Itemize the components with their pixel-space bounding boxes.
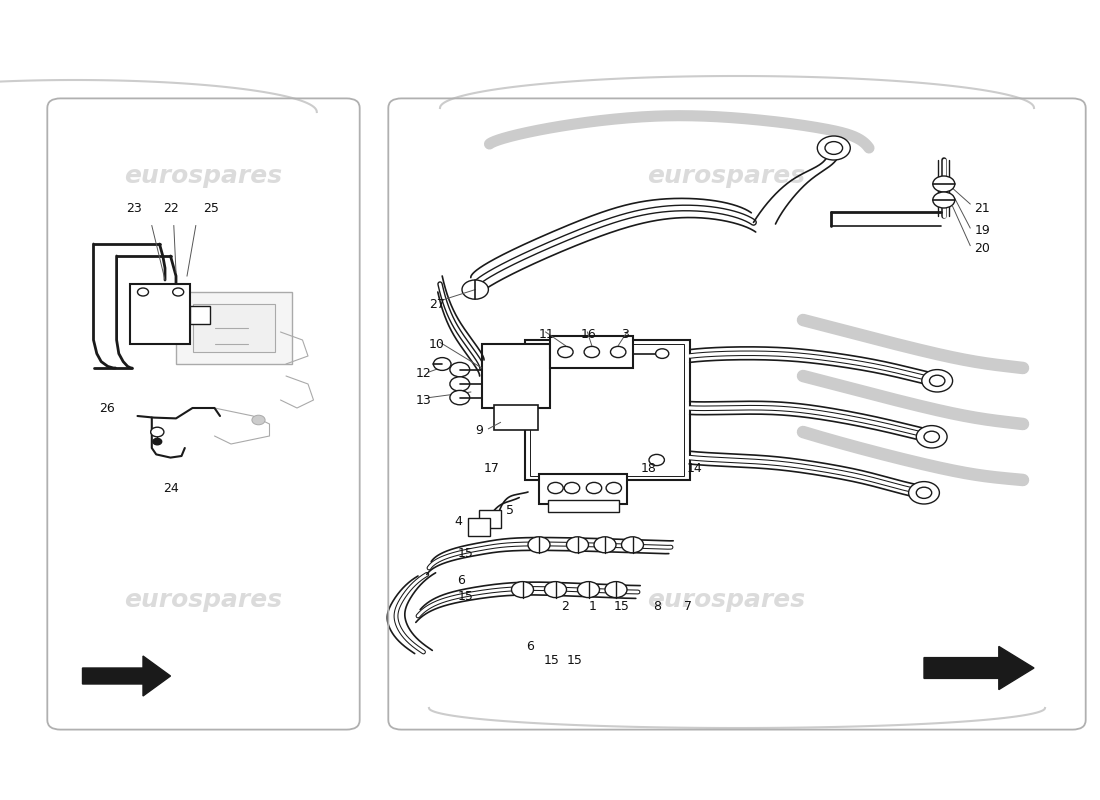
Bar — [130, 284, 190, 344]
Circle shape — [252, 415, 265, 425]
Circle shape — [916, 426, 947, 448]
Circle shape — [930, 375, 945, 386]
Text: 6: 6 — [458, 574, 465, 587]
Circle shape — [138, 288, 148, 296]
Text: 5: 5 — [506, 504, 514, 517]
Circle shape — [606, 482, 621, 494]
Text: eurospares: eurospares — [647, 588, 805, 612]
Circle shape — [594, 537, 616, 553]
Circle shape — [153, 438, 162, 445]
Bar — [530, 344, 684, 476]
Circle shape — [433, 358, 451, 370]
Circle shape — [610, 346, 626, 358]
Text: 3: 3 — [621, 328, 629, 341]
Circle shape — [649, 454, 664, 466]
Circle shape — [817, 136, 850, 160]
Bar — [525, 340, 690, 480]
Text: eurospares: eurospares — [124, 588, 283, 612]
Text: eurospares: eurospares — [647, 164, 805, 188]
Circle shape — [512, 582, 534, 598]
Text: 10: 10 — [429, 338, 444, 350]
Bar — [478, 510, 500, 528]
Text: 11: 11 — [539, 328, 554, 341]
Text: 1: 1 — [588, 600, 596, 613]
Circle shape — [462, 280, 488, 299]
Text: 24: 24 — [163, 482, 178, 494]
Polygon shape — [82, 656, 170, 696]
Text: 6: 6 — [526, 640, 534, 653]
Bar — [539, 474, 627, 504]
Circle shape — [558, 346, 573, 358]
Text: 17: 17 — [484, 462, 499, 474]
Text: 21: 21 — [975, 202, 990, 214]
Circle shape — [924, 431, 939, 442]
Circle shape — [922, 370, 953, 392]
Bar — [468, 518, 490, 536]
Circle shape — [933, 192, 955, 208]
Text: 25: 25 — [204, 202, 219, 214]
Circle shape — [450, 390, 470, 405]
Circle shape — [933, 176, 955, 192]
Text: 2: 2 — [561, 600, 569, 613]
Text: 19: 19 — [975, 224, 990, 237]
Text: 15: 15 — [566, 654, 582, 666]
Bar — [190, 306, 210, 324]
Circle shape — [450, 362, 470, 377]
Text: 13: 13 — [416, 394, 431, 406]
Text: 12: 12 — [416, 367, 431, 380]
Circle shape — [528, 537, 550, 553]
Text: 22: 22 — [163, 202, 178, 214]
Bar — [176, 292, 292, 364]
Text: 20: 20 — [975, 242, 990, 254]
Circle shape — [173, 288, 184, 296]
Text: 16: 16 — [581, 328, 596, 341]
Circle shape — [916, 487, 932, 498]
Text: 14: 14 — [686, 462, 702, 474]
Bar — [482, 344, 550, 408]
Circle shape — [566, 537, 588, 553]
Circle shape — [584, 346, 600, 358]
Text: 15: 15 — [458, 590, 473, 602]
Circle shape — [450, 377, 470, 391]
Circle shape — [151, 427, 164, 437]
Text: eurospares: eurospares — [124, 164, 283, 188]
Text: 15: 15 — [543, 654, 559, 666]
Text: 18: 18 — [640, 462, 656, 474]
Text: 15: 15 — [614, 600, 629, 613]
Text: 9: 9 — [475, 424, 483, 437]
Circle shape — [656, 349, 669, 358]
Text: 23: 23 — [126, 202, 142, 214]
Circle shape — [605, 582, 627, 598]
Text: 26: 26 — [99, 402, 114, 414]
Text: 8: 8 — [653, 600, 661, 613]
Bar — [550, 336, 632, 368]
Polygon shape — [924, 646, 1034, 690]
Circle shape — [621, 537, 643, 553]
Text: 15: 15 — [458, 547, 473, 560]
Bar — [192, 304, 275, 352]
Circle shape — [544, 582, 566, 598]
Text: 4: 4 — [454, 515, 462, 528]
Circle shape — [548, 482, 563, 494]
Circle shape — [586, 482, 602, 494]
Circle shape — [909, 482, 939, 504]
Bar — [494, 405, 538, 430]
Text: 27: 27 — [429, 298, 444, 310]
Bar — [548, 500, 619, 512]
Text: 7: 7 — [684, 600, 692, 613]
Circle shape — [578, 582, 600, 598]
Circle shape — [825, 142, 843, 154]
Circle shape — [564, 482, 580, 494]
